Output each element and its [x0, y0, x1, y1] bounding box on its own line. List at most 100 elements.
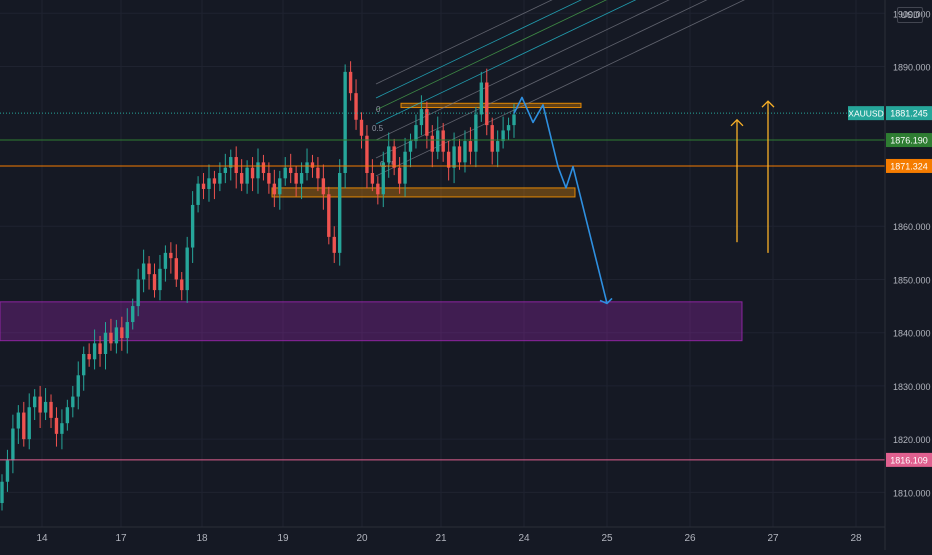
- current-price-tag-bg: [886, 106, 932, 121]
- candle-body: [16, 412, 21, 429]
- candle-body: [54, 417, 59, 434]
- candle-body: [299, 173, 304, 184]
- candle-body: [387, 146, 391, 163]
- long-arrow-head: [761, 100, 775, 108]
- y-tick-label: 1840.000: [893, 329, 931, 339]
- candle-body: [196, 183, 200, 205]
- candle-body: [190, 204, 195, 248]
- candle-body: [288, 167, 293, 174]
- candle-body: [310, 162, 315, 168]
- level-orange-tag-bg: [886, 158, 932, 173]
- candle-body: [343, 71, 347, 174]
- candle-body: [479, 82, 484, 115]
- candle-body: [419, 109, 424, 126]
- candle-body: [185, 247, 189, 291]
- candle-body: [414, 125, 418, 142]
- projection-arrowhead: [599, 297, 613, 305]
- fib-level-label: 0.5: [372, 124, 384, 133]
- fib-channel-line: [375, 0, 708, 159]
- candle-body: [169, 252, 173, 259]
- resistance-zone-orange: [400, 102, 582, 109]
- candle-body: [457, 146, 462, 163]
- candle-body: [136, 279, 140, 307]
- x-tick-label: 19: [277, 533, 289, 544]
- candle-body: [27, 407, 31, 440]
- time-axis[interactable]: 14 17 18 19 20 21 24 25 26 27 28: [36, 533, 862, 544]
- candle-body: [152, 274, 157, 291]
- level-green-tag-bg: [886, 133, 932, 148]
- fib-level-label: 0.75: [380, 160, 396, 169]
- x-tick-label: 21: [435, 533, 447, 544]
- candle-body: [425, 109, 429, 136]
- candle-body: [71, 396, 75, 408]
- candle-body: [348, 71, 353, 94]
- candle-body: [501, 130, 505, 142]
- candle-body: [332, 236, 336, 253]
- y-tick-label: 1890.000: [893, 63, 931, 73]
- level-green-tag-label: 1876.190: [890, 136, 928, 146]
- support-zone-orange: [271, 187, 576, 198]
- candle-body: [321, 178, 326, 195]
- x-tick-label: 27: [767, 533, 779, 544]
- candle-body: [261, 162, 266, 174]
- candle-body: [250, 167, 255, 179]
- level-pink-tag-label: 1816.109: [890, 455, 928, 465]
- candle-body: [212, 178, 217, 184]
- candle-body: [11, 428, 15, 461]
- candle-body: [229, 157, 233, 168]
- y-tick-label: 1900.000: [893, 9, 931, 19]
- candle-body: [446, 151, 451, 168]
- candle-body: [207, 178, 211, 189]
- fib-channel-line: [375, 0, 637, 125]
- long-arrow-head: [730, 118, 744, 127]
- current-price-tag-label: 1881.245: [890, 109, 928, 119]
- candle-body: [316, 167, 320, 179]
- candle-body: [0, 481, 4, 504]
- candle-body: [98, 343, 102, 354]
- fib-channel-line: [375, 0, 607, 111]
- candle-body: [327, 194, 331, 237]
- candle-body: [218, 173, 222, 184]
- candle-body: [397, 167, 402, 184]
- candle-body: [441, 130, 445, 152]
- candle-body: [338, 173, 342, 253]
- candle-body: [22, 412, 26, 440]
- candle-body: [512, 114, 516, 126]
- fib-level-label: 0: [376, 105, 381, 114]
- candle-body: [474, 114, 478, 152]
- fib-channel: 0 0.5 0.75: [372, 0, 745, 177]
- candle-body: [430, 135, 434, 152]
- candle-body: [174, 258, 178, 280]
- currency-label[interactable]: USD: [897, 7, 923, 23]
- candle-body: [305, 162, 309, 174]
- x-tick-label: 20: [356, 533, 368, 544]
- candle-body: [485, 82, 489, 126]
- candle-body: [408, 141, 413, 152]
- candle-body: [49, 401, 53, 418]
- candle-body: [463, 141, 467, 163]
- candle-body: [495, 141, 500, 152]
- candle-body: [92, 343, 97, 360]
- forecast-drawings: [513, 96, 775, 305]
- candle-body: [125, 322, 129, 339]
- candle-body: [180, 279, 184, 291]
- candle-body: [76, 375, 80, 397]
- candle-body: [141, 263, 146, 280]
- candle-body: [267, 173, 271, 184]
- candle-body: [370, 173, 375, 184]
- bearish-projection-path: [513, 96, 608, 304]
- fib-channel-line: [375, 0, 670, 141]
- candle-body: [147, 263, 151, 275]
- candle-body: [392, 146, 396, 168]
- candle-body: [354, 93, 358, 120]
- y-tick-label: 1810.000: [893, 488, 931, 498]
- candle-body: [278, 178, 282, 195]
- y-tick-label: 1820.000: [893, 435, 931, 445]
- candle-body: [452, 146, 456, 168]
- price-axis[interactable]: 1900.000 1890.000 1860.000 1850.000 1840.000…: [893, 9, 931, 498]
- x-tick-label: 28: [850, 533, 862, 544]
- candle-body: [60, 423, 64, 434]
- candle-body: [272, 183, 277, 195]
